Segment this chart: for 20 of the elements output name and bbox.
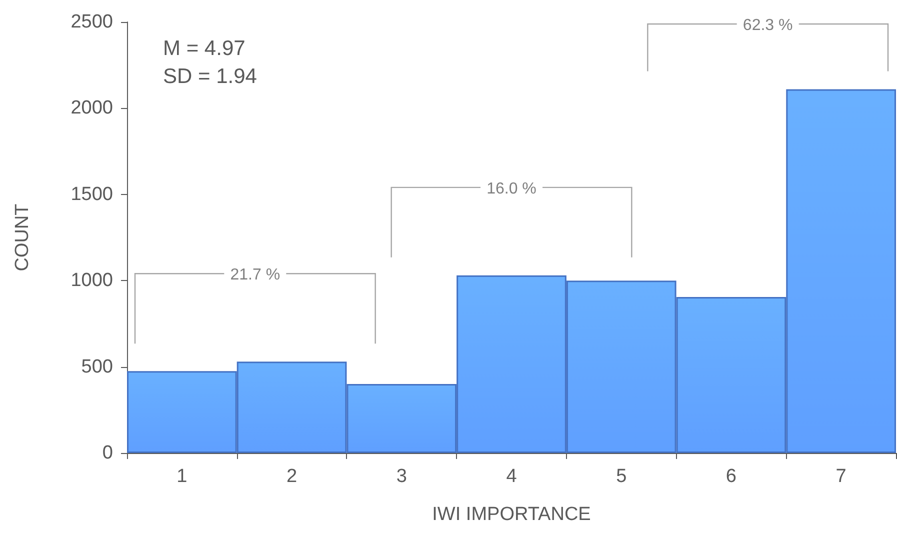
- y-tick-label: 2500: [70, 12, 113, 32]
- x-tick-label: 2: [286, 466, 298, 487]
- y-tick-label: 1500: [70, 184, 113, 205]
- y-tick-label: 2000: [70, 98, 113, 119]
- x-tick-label: 3: [396, 466, 407, 487]
- x-tick-label: 7: [836, 466, 846, 487]
- x-tick-label: 6: [726, 466, 737, 487]
- x-tick-label: 5: [616, 466, 627, 487]
- y-tick-label: 500: [81, 356, 113, 378]
- annotation: 16.0 %: [486, 180, 536, 198]
- annotation: SD = 1.94: [163, 65, 258, 88]
- annotation: 62.3 %: [742, 17, 793, 34]
- y-tick-label: 1000: [70, 270, 113, 292]
- y-axis-title: COUNT: [12, 203, 33, 272]
- x-tick-label: 4: [506, 466, 518, 487]
- x-axis-title: IWI IMPORTANCE: [432, 504, 591, 525]
- x-tick-label: 1: [176, 466, 188, 487]
- annotation: 21.7 %: [230, 266, 280, 284]
- annotation: M = 4.97: [163, 37, 246, 60]
- y-tick-label: 0: [102, 442, 113, 464]
